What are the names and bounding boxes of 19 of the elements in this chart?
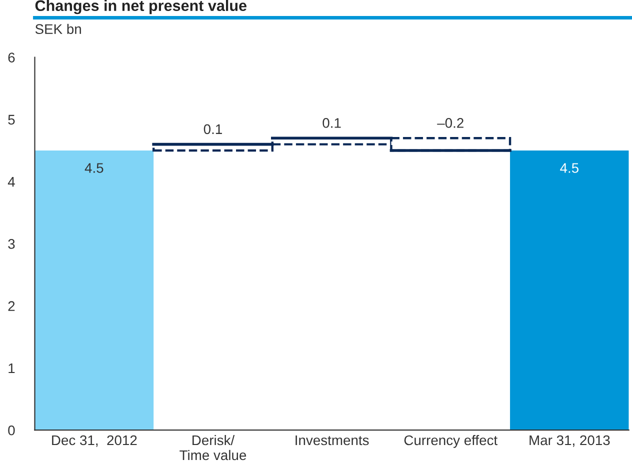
y-tick-label: 2 bbox=[8, 301, 15, 311]
y-axis-title: SEK bn bbox=[35, 24, 81, 34]
x-tick-label: Investments bbox=[296, 435, 369, 446]
data-label: 4.5 bbox=[560, 163, 579, 173]
y-tick-label: 0 bbox=[8, 425, 15, 436]
x-tick-label: Dec 31, 2012 bbox=[52, 435, 137, 447]
x-tick-label: Derisk/ Time value bbox=[180, 434, 246, 460]
chart-title: Changes in net present value bbox=[35, 0, 246, 14]
x-tick-label: Currency effect bbox=[404, 434, 498, 448]
y-tick-label: 1 bbox=[8, 363, 15, 374]
y-tick-label: 5 bbox=[8, 114, 15, 125]
y-tick-label: 6 bbox=[8, 52, 15, 62]
y-tick-label: 4 bbox=[8, 177, 15, 187]
data-label: 0.1 bbox=[322, 118, 341, 128]
data-label: –0.2 bbox=[437, 118, 464, 128]
x-tick-label: Mar 31, 2013 bbox=[530, 435, 610, 447]
y-tick-label: 3 bbox=[8, 239, 15, 249]
data-label: 0.1 bbox=[204, 124, 222, 134]
data-label: 4.5 bbox=[84, 163, 104, 173]
